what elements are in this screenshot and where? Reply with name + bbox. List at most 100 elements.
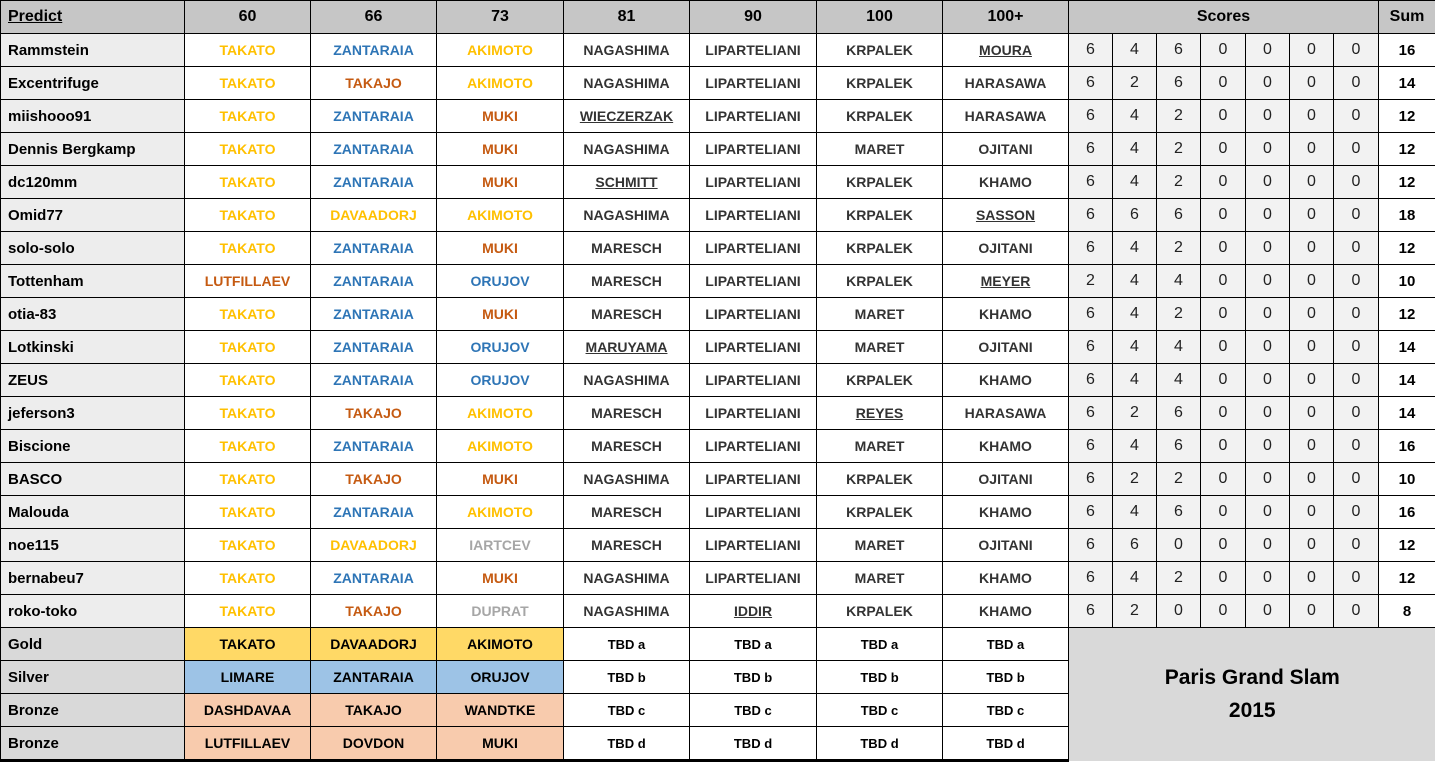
pick-cell[interactable]: LIPARTELIANI (689, 66, 817, 100)
weight-header-81[interactable]: 81 (563, 0, 690, 34)
pick-cell[interactable]: NAGASHIMA (563, 66, 690, 100)
pick-cell[interactable]: MUKI (436, 561, 564, 595)
medal-pick-cell[interactable]: LIMARE (184, 660, 311, 694)
tbd-cell[interactable]: TBD d (563, 726, 690, 762)
pick-cell[interactable]: KRPALEK (816, 33, 943, 67)
player-name-cell[interactable]: roko-toko (0, 594, 185, 628)
pick-cell[interactable]: KRPALEK (816, 264, 943, 298)
pick-cell[interactable]: OJITANI (942, 462, 1069, 496)
pick-cell[interactable]: LIPARTELIANI (689, 198, 817, 232)
tbd-cell[interactable]: TBD b (816, 660, 943, 694)
score-cell[interactable]: 0 (1200, 594, 1246, 628)
player-name-cell[interactable]: Excentrifuge (0, 66, 185, 100)
score-cell[interactable]: 4 (1112, 231, 1157, 265)
sum-cell[interactable]: 12 (1378, 132, 1435, 166)
score-cell[interactable]: 6 (1068, 363, 1113, 397)
medal-pick-cell[interactable]: ORUJOV (436, 660, 564, 694)
score-cell[interactable]: 2 (1156, 132, 1201, 166)
weight-header-66[interactable]: 66 (310, 0, 437, 34)
score-cell[interactable]: 0 (1245, 594, 1290, 628)
pick-cell[interactable]: LIPARTELIANI (689, 429, 817, 463)
pick-cell[interactable]: SASSON (942, 198, 1069, 232)
score-cell[interactable]: 6 (1068, 429, 1113, 463)
score-cell[interactable]: 0 (1156, 528, 1201, 562)
pick-cell[interactable]: LUTFILLAEV (184, 264, 311, 298)
tbd-cell[interactable]: TBD c (689, 693, 817, 727)
medal-pick-cell[interactable]: DAVAADORJ (310, 627, 437, 661)
score-cell[interactable]: 4 (1112, 429, 1157, 463)
pick-cell[interactable]: NAGASHIMA (563, 33, 690, 67)
score-cell[interactable]: 0 (1289, 429, 1334, 463)
score-cell[interactable]: 6 (1068, 495, 1113, 529)
pick-cell[interactable]: MARESCH (563, 528, 690, 562)
pick-cell[interactable]: KHAMO (942, 363, 1069, 397)
sum-header[interactable]: Sum (1378, 0, 1435, 34)
pick-cell[interactable]: KHAMO (942, 561, 1069, 595)
pick-cell[interactable]: KRPALEK (816, 198, 943, 232)
pick-cell[interactable]: MOURA (942, 33, 1069, 67)
sum-cell[interactable]: 8 (1378, 594, 1435, 628)
score-cell[interactable]: 0 (1245, 99, 1290, 133)
score-cell[interactable]: 0 (1245, 198, 1290, 232)
weight-header-100plus[interactable]: 100+ (942, 0, 1069, 34)
pick-cell[interactable]: ZANTARAIA (310, 429, 437, 463)
pick-cell[interactable]: TAKATO (184, 297, 311, 331)
pick-cell[interactable]: DAVAADORJ (310, 528, 437, 562)
pick-cell[interactable]: OJITANI (942, 330, 1069, 364)
weight-header-100[interactable]: 100 (816, 0, 943, 34)
score-cell[interactable]: 0 (1245, 528, 1290, 562)
pick-cell[interactable]: MARESCH (563, 231, 690, 265)
sum-cell[interactable]: 14 (1378, 66, 1435, 100)
pick-cell[interactable]: LIPARTELIANI (689, 363, 817, 397)
pick-cell[interactable]: IDDIR (689, 594, 817, 628)
score-cell[interactable]: 0 (1245, 297, 1290, 331)
score-cell[interactable]: 0 (1245, 462, 1290, 496)
pick-cell[interactable]: TAKATO (184, 396, 311, 430)
score-cell[interactable]: 0 (1289, 99, 1334, 133)
player-name-cell[interactable]: noe115 (0, 528, 185, 562)
score-cell[interactable]: 0 (1200, 33, 1246, 67)
score-cell[interactable]: 6 (1068, 462, 1113, 496)
pick-cell[interactable]: AKIMOTO (436, 33, 564, 67)
pick-cell[interactable]: AKIMOTO (436, 396, 564, 430)
score-cell[interactable]: 0 (1200, 132, 1246, 166)
score-cell[interactable]: 0 (1245, 429, 1290, 463)
score-cell[interactable]: 2 (1156, 297, 1201, 331)
score-cell[interactable]: 0 (1332, 132, 1380, 166)
score-cell[interactable]: 0 (1245, 330, 1290, 364)
score-cell[interactable]: 0 (1200, 528, 1246, 562)
score-cell[interactable]: 0 (1332, 99, 1380, 133)
score-cell[interactable]: 0 (1289, 198, 1334, 232)
sum-cell[interactable]: 16 (1378, 495, 1435, 529)
pick-cell[interactable]: MARET (816, 528, 943, 562)
player-name-cell[interactable]: miishooo91 (0, 99, 185, 133)
score-cell[interactable]: 6 (1156, 33, 1201, 67)
player-name-cell[interactable]: Rammstein (0, 33, 185, 67)
pick-cell[interactable]: KRPALEK (816, 66, 943, 100)
pick-cell[interactable]: LIPARTELIANI (689, 297, 817, 331)
medal-pick-cell[interactable]: DOVDON (310, 726, 437, 762)
pick-cell[interactable]: MUKI (436, 462, 564, 496)
score-cell[interactable]: 6 (1112, 198, 1157, 232)
pick-cell[interactable]: LIPARTELIANI (689, 264, 817, 298)
tbd-cell[interactable]: TBD c (942, 693, 1069, 727)
score-cell[interactable]: 0 (1289, 264, 1334, 298)
score-cell[interactable]: 6 (1068, 231, 1113, 265)
pick-cell[interactable]: TAKAJO (310, 66, 437, 100)
pick-cell[interactable]: OJITANI (942, 132, 1069, 166)
pick-cell[interactable]: AKIMOTO (436, 429, 564, 463)
score-cell[interactable]: 0 (1245, 396, 1290, 430)
pick-cell[interactable]: TAKATO (184, 528, 311, 562)
pick-cell[interactable]: KHAMO (942, 594, 1069, 628)
score-cell[interactable]: 2 (1068, 264, 1113, 298)
pick-cell[interactable]: MARESCH (563, 495, 690, 529)
pick-cell[interactable]: NAGASHIMA (563, 132, 690, 166)
medal-pick-cell[interactable]: LUTFILLAEV (184, 726, 311, 762)
score-cell[interactable]: 0 (1289, 33, 1334, 67)
score-cell[interactable]: 4 (1112, 165, 1157, 199)
score-cell[interactable]: 0 (1200, 429, 1246, 463)
pick-cell[interactable]: ZANTARAIA (310, 132, 437, 166)
medal-pick-cell[interactable]: AKIMOTO (436, 627, 564, 661)
pick-cell[interactable]: AKIMOTO (436, 66, 564, 100)
score-cell[interactable]: 6 (1156, 396, 1201, 430)
